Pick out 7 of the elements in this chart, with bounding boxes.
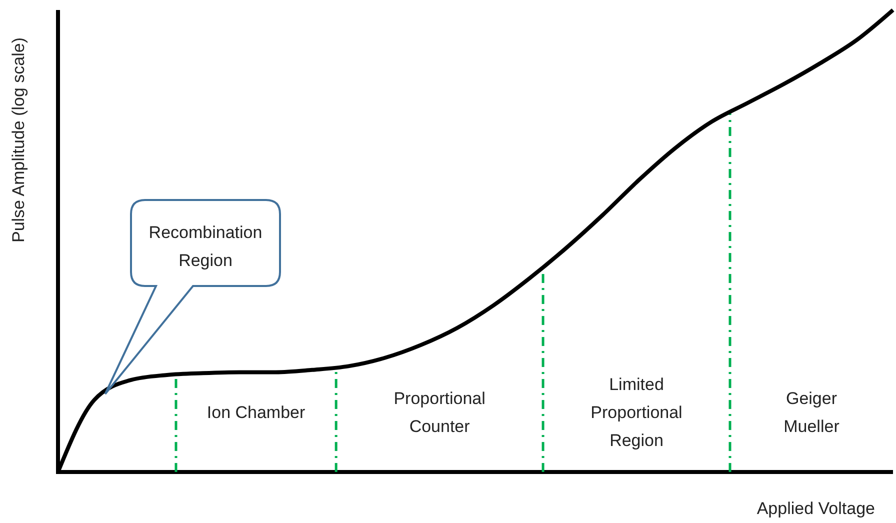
- annotation: Ion Chamber: [206, 403, 306, 422]
- y-axis-title: Pulse Amplitude (log scale): [9, 37, 28, 243]
- annotation: Geiger Mueller: [784, 389, 840, 436]
- x-axis-title: Applied Voltage: [756, 499, 875, 518]
- annotation: Recombination Region: [148, 223, 262, 270]
- annotation: Proportional Counter: [394, 389, 486, 436]
- annotation: Limited Proportional Region: [590, 375, 682, 450]
